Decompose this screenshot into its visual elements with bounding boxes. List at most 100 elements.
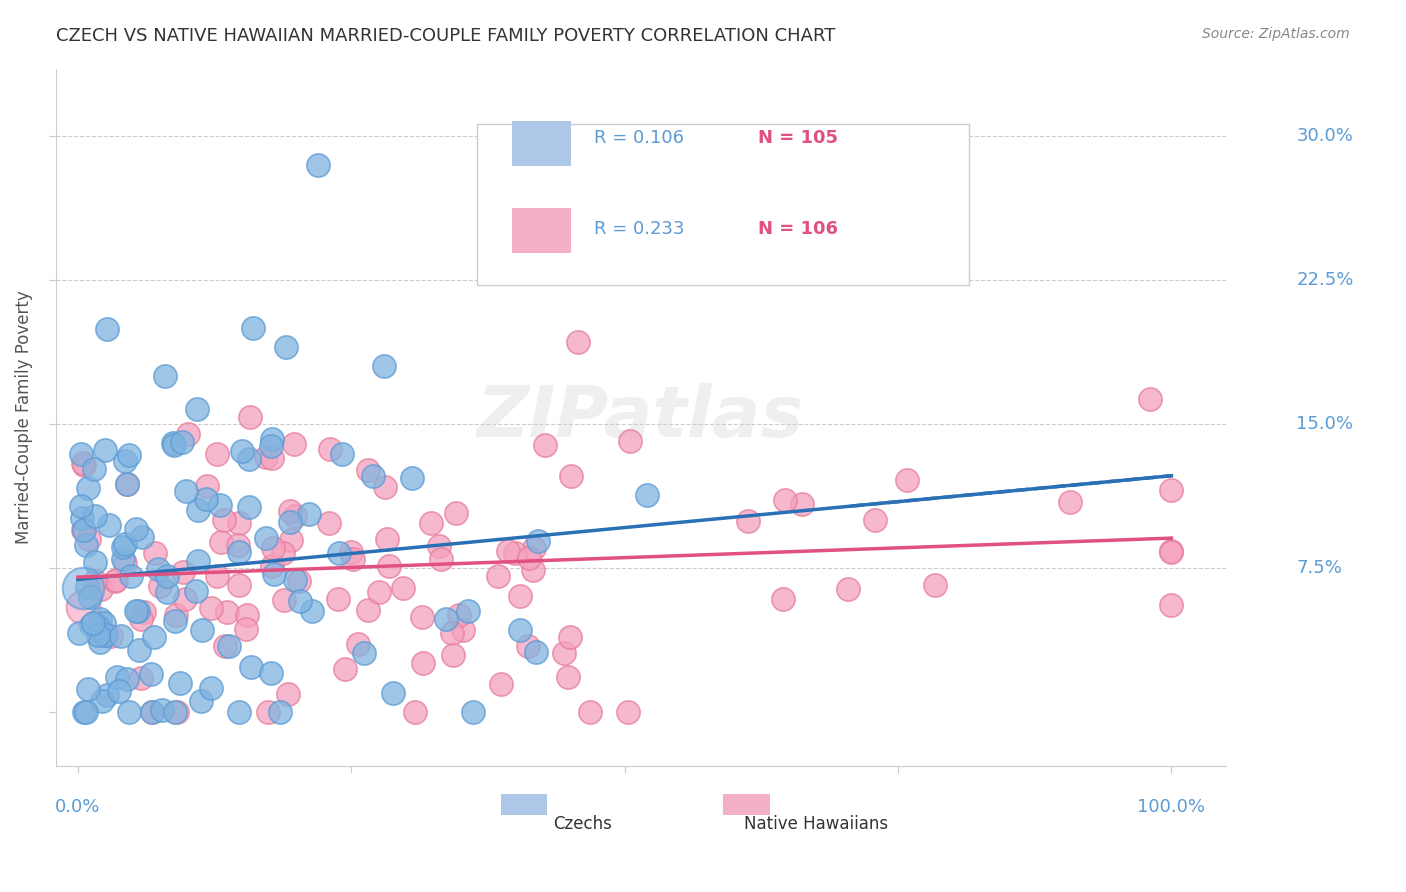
Point [1160, 599, 1182, 613]
Point [1160, 544, 1182, 558]
Point [139, 666, 162, 681]
Point [837, 582, 859, 596]
Point [330, 447, 353, 461]
Point [254, 531, 277, 545]
Point [523, 541, 546, 556]
Point [191, 623, 214, 637]
Point [205, 447, 228, 461]
Point [90, 582, 112, 596]
Point [441, 625, 464, 640]
Point [449, 607, 471, 622]
Point [114, 537, 136, 551]
Point [141, 706, 163, 720]
Point [373, 359, 395, 374]
Point [636, 488, 658, 502]
Point [120, 569, 142, 583]
Point [115, 476, 138, 491]
Point [228, 516, 250, 530]
Point [108, 684, 131, 698]
Point [254, 450, 277, 465]
Point [72, 581, 94, 595]
Point [165, 614, 187, 628]
Point [195, 479, 218, 493]
Point [73, 458, 96, 472]
Point [1059, 495, 1081, 509]
Point [560, 468, 582, 483]
Point [509, 624, 531, 638]
Point [517, 550, 540, 565]
Point [187, 503, 209, 517]
Point [301, 604, 323, 618]
Point [96, 628, 118, 642]
Point [156, 569, 179, 583]
Point [186, 402, 208, 417]
Point [451, 623, 474, 637]
Point [77, 481, 100, 495]
Point [567, 334, 589, 349]
Point [125, 522, 148, 536]
Point [200, 601, 222, 615]
Point [143, 545, 166, 559]
Point [262, 558, 284, 573]
Bar [512, 120, 571, 166]
Point [76, 580, 98, 594]
Point [617, 706, 640, 720]
Point [72, 510, 94, 524]
Point [169, 676, 191, 690]
Point [163, 438, 186, 452]
Point [105, 573, 128, 587]
Point [863, 513, 886, 527]
Point [1160, 483, 1182, 497]
Point [173, 591, 195, 606]
Point [558, 630, 581, 644]
Point [461, 706, 484, 720]
Text: 0.0%: 0.0% [55, 797, 100, 815]
Point [67, 625, 90, 640]
Text: 15.0%: 15.0% [1296, 415, 1353, 434]
Point [70, 499, 93, 513]
Point [209, 535, 232, 549]
Point [505, 546, 527, 560]
Point [163, 706, 186, 720]
Text: 100.0%: 100.0% [1137, 797, 1205, 815]
Point [260, 439, 283, 453]
Point [177, 427, 200, 442]
Text: Source: ZipAtlas.com: Source: ZipAtlas.com [1202, 27, 1350, 41]
Point [217, 605, 239, 619]
Text: 30.0%: 30.0% [1296, 127, 1353, 145]
Point [420, 516, 443, 531]
Point [427, 539, 450, 553]
Point [112, 541, 135, 555]
Point [96, 322, 118, 336]
Point [83, 574, 105, 588]
Point [375, 533, 398, 547]
Point [146, 562, 169, 576]
Point [93, 443, 115, 458]
Text: N = 106: N = 106 [758, 220, 838, 238]
Point [170, 435, 193, 450]
Point [517, 639, 540, 653]
Point [524, 645, 547, 659]
Point [280, 515, 302, 529]
Point [363, 469, 385, 483]
Point [772, 591, 794, 606]
Text: Czechs: Czechs [553, 815, 612, 833]
Text: R = 0.106: R = 0.106 [595, 129, 685, 147]
Point [328, 546, 350, 560]
Point [441, 648, 464, 662]
Point [150, 703, 173, 717]
Bar [723, 794, 769, 815]
Point [534, 438, 557, 452]
Point [269, 706, 291, 720]
Point [1160, 545, 1182, 559]
Point [104, 574, 127, 588]
Point [89, 634, 111, 648]
Point [75, 538, 97, 552]
Text: N = 105: N = 105 [758, 129, 838, 147]
Point [284, 573, 307, 587]
Point [165, 608, 187, 623]
Point [357, 603, 380, 617]
Point [115, 477, 138, 491]
Point [307, 158, 329, 172]
Point [231, 444, 253, 458]
